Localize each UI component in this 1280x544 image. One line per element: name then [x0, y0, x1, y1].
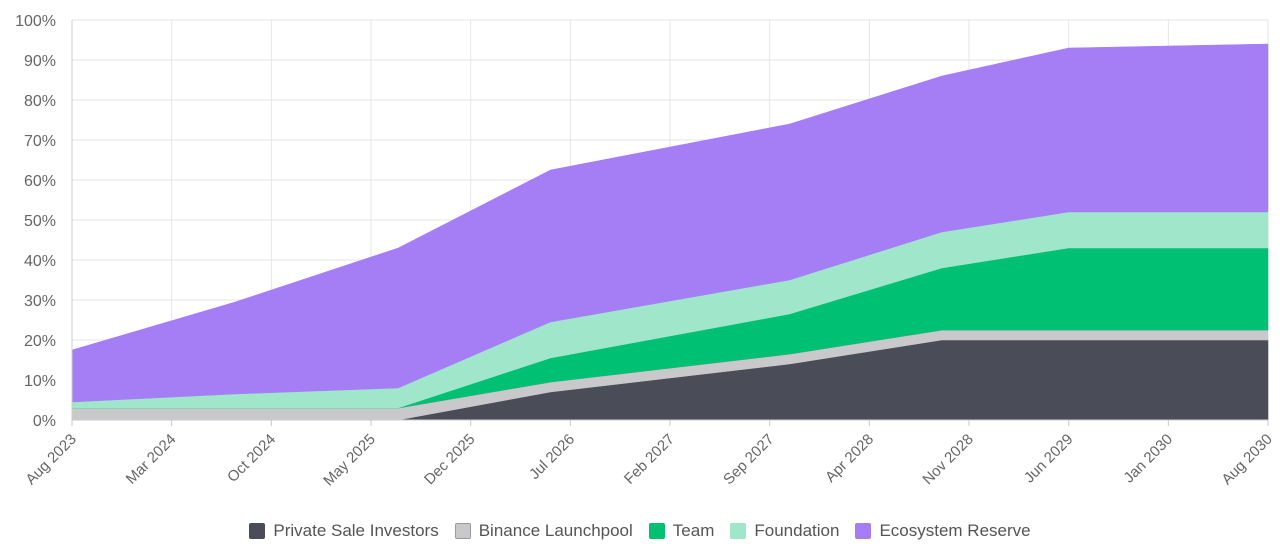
legend-label: Binance Launchpool: [478, 521, 633, 540]
stacked-area-chart: 0% 10% 20% 30% 40% 50% 60% 70% 80% 90% 100% Aug 20…: [15, 13, 1276, 490]
chart-areas: [71, 43, 1269, 421]
x-tick-label: Oct 2024: [224, 431, 279, 486]
y-tick-label: 70%: [24, 133, 56, 150]
x-tick-label: Nov 2028: [919, 431, 976, 488]
y-tick-label: 90%: [24, 53, 56, 70]
y-tick-label: 40%: [24, 253, 56, 270]
legend-swatch: [249, 523, 266, 539]
legend-label: Foundation: [754, 521, 840, 540]
legend-label: Team: [672, 521, 715, 540]
y-tick-label: 0%: [33, 413, 56, 430]
area-ecosystem-reserve: [71, 43, 1269, 403]
y-tick-label: 20%: [24, 333, 56, 350]
y-tick-label: 50%: [24, 213, 56, 230]
legend-item-private-sale-investors[interactable]: Private Sale Investors: [249, 521, 439, 541]
x-tick-label: May 2025: [320, 431, 379, 490]
x-axis-tick-labels: Aug 2023 Mar 2024 Oct 2024 May 2025 Dec 2025…: [22, 431, 1275, 490]
x-tick-label: Aug 2023: [22, 431, 79, 488]
legend-item-ecosystem-reserve[interactable]: Ecosystem Reserve: [855, 521, 1031, 541]
legend-swatch: [730, 523, 747, 539]
legend-item-binance-launchpool[interactable]: Binance Launchpool: [454, 521, 633, 541]
x-tick-label: Feb 2027: [621, 431, 678, 488]
x-tick-label: Jun 2029: [1021, 431, 1077, 487]
x-tick-label: Jul 2026: [526, 431, 578, 483]
x-tick-label: Mar 2024: [123, 431, 180, 488]
legend-label: Ecosystem Reserve: [879, 521, 1031, 540]
legend-label: Private Sale Investors: [273, 521, 439, 540]
y-tick-label: 80%: [24, 93, 56, 110]
legend-swatch: [454, 523, 471, 539]
y-tick-label: 10%: [24, 373, 56, 390]
legend-swatch: [855, 523, 872, 539]
legend-item-foundation[interactable]: Foundation: [730, 521, 839, 541]
y-axis-tick-labels: 0% 10% 20% 30% 40% 50% 60% 70% 80% 90% 100%: [15, 13, 56, 430]
legend-swatch: [648, 523, 665, 539]
y-tick-label: 30%: [24, 293, 56, 310]
x-tick-label: Apr 2028: [822, 431, 877, 486]
x-tick-label: Dec 2025: [421, 431, 478, 488]
chart-axes: [71, 20, 1269, 426]
y-tick-label: 60%: [24, 173, 56, 190]
x-tick-label: Aug 2030: [1218, 431, 1275, 488]
legend-item-team[interactable]: Team: [648, 521, 715, 541]
x-tick-label: Jan 2030: [1120, 431, 1176, 487]
x-tick-label: Sep 2027: [720, 431, 777, 488]
y-tick-label: 100%: [15, 13, 56, 30]
chart-legend: Private Sale Investors Binance Launchpool…: [0, 519, 1280, 543]
